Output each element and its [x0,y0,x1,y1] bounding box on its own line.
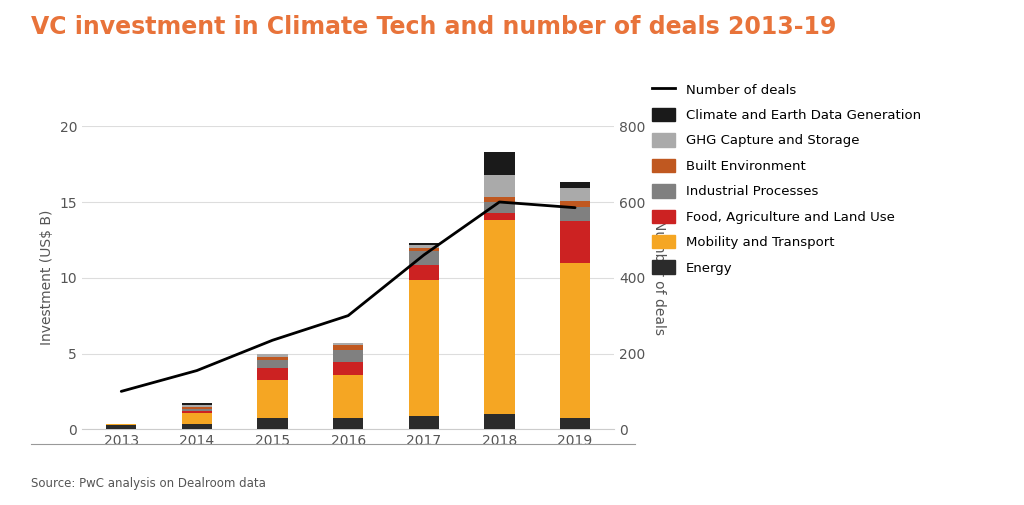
Line: Number of deals: Number of deals [121,202,575,391]
Legend: Number of deals, Climate and Earth Data Generation, GHG Capture and Storage, Bui: Number of deals, Climate and Earth Data … [651,82,922,275]
Bar [257,418,288,429]
Bar [484,197,514,202]
Bar [560,187,590,201]
Bar [257,361,288,368]
Bar [182,411,212,413]
Bar [484,175,514,197]
Bar [333,345,364,349]
Text: Source: PwC analysis on Dealroom data: Source: PwC analysis on Dealroom data [31,477,265,490]
Number of deals [342,313,354,319]
Bar [409,245,439,248]
Bar [560,207,590,221]
Bar [409,248,439,251]
Bar [257,355,288,357]
Number of deals [266,337,279,343]
Text: VC investment in Climate Tech and number of deals 2013-19: VC investment in Climate Tech and number… [31,15,836,39]
Bar [484,213,514,220]
Bar [333,376,364,418]
Y-axis label: Investment (US$ B): Investment (US$ B) [40,210,54,345]
Bar [182,407,212,409]
Bar [257,368,288,380]
Bar [106,425,136,429]
Bar [560,221,590,264]
Bar [333,343,364,345]
Bar [484,220,514,414]
Number of deals [190,368,203,374]
Bar [409,243,439,245]
Bar [409,265,439,280]
Bar [484,414,514,429]
Y-axis label: Number of deals: Number of deals [652,220,667,335]
Bar [560,264,590,418]
Bar [560,201,590,207]
Bar [182,403,212,405]
Number of deals [569,205,582,211]
Bar [257,380,288,418]
Number of deals [494,199,506,205]
Bar [409,416,439,429]
Bar [182,413,212,424]
Bar [182,409,212,411]
Bar [560,182,590,187]
Bar [409,280,439,416]
Bar [409,251,439,265]
Bar [333,362,364,376]
Bar [257,354,288,355]
Bar [106,424,136,425]
Bar [560,418,590,429]
Bar [257,357,288,361]
Bar [182,424,212,429]
Number of deals [418,252,430,258]
Bar [484,152,514,175]
Bar [484,202,514,213]
Bar [333,418,364,429]
Number of deals [115,388,127,394]
Bar [182,405,212,407]
Bar [333,349,364,362]
